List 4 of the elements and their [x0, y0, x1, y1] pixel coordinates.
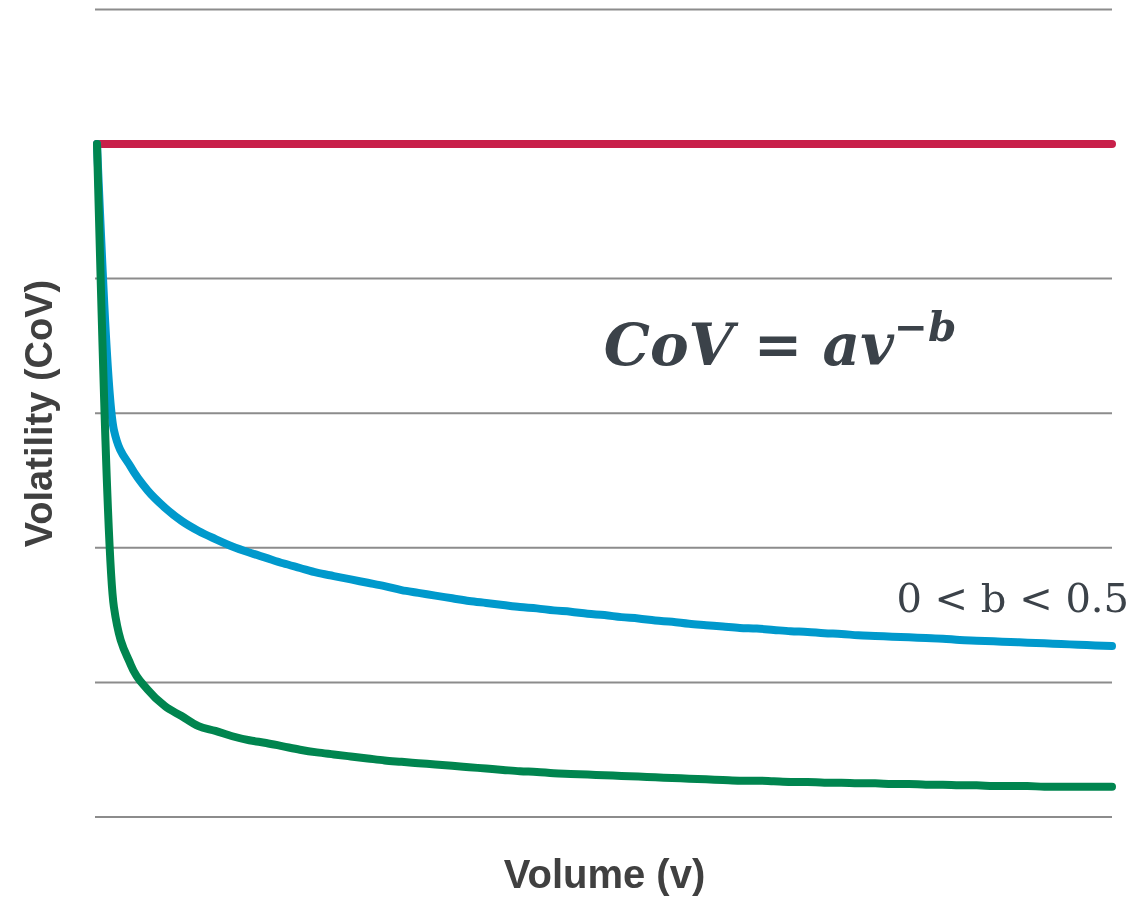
y-axis-title: Volatility (CoV)	[18, 279, 60, 548]
annotation: CoV = av$^{−b}$	[603, 303, 957, 379]
x-axis-title: Volume (v)	[503, 852, 706, 896]
series-label: 0 < b < 0.5	[896, 575, 1129, 622]
